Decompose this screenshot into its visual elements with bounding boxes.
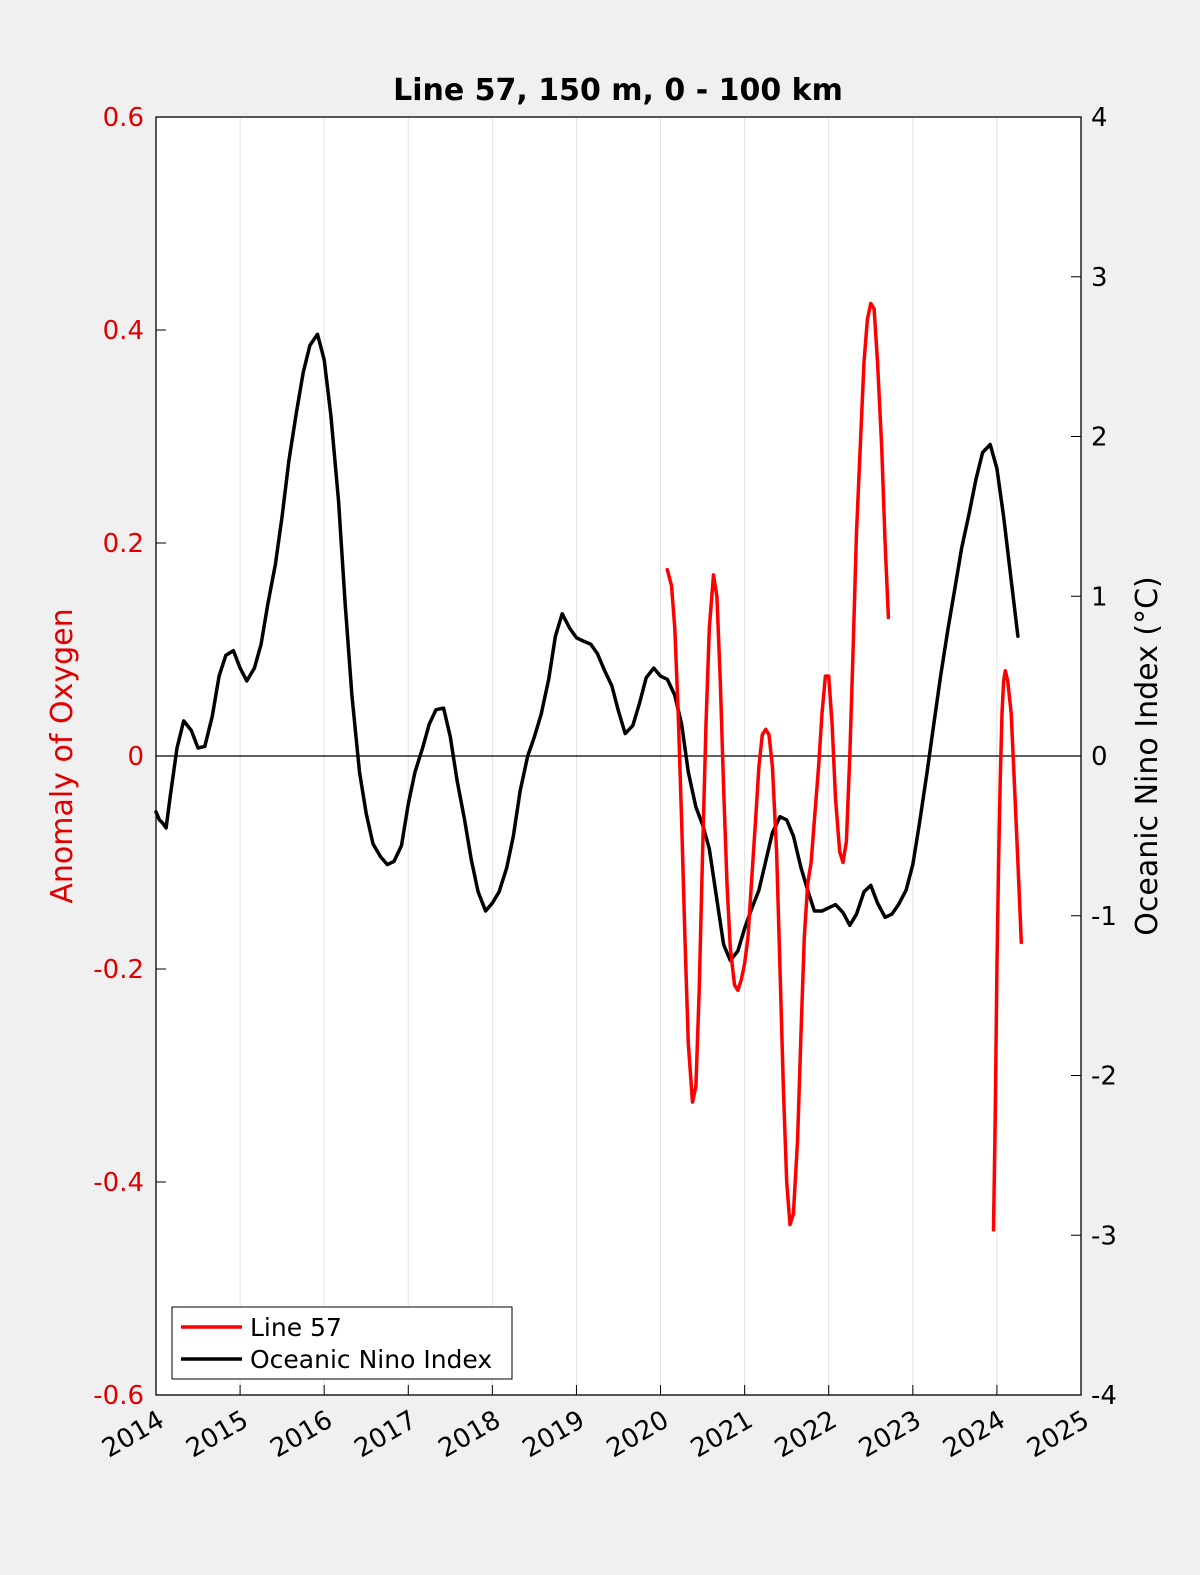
series-layer <box>154 301 1024 1232</box>
y-left-tick-label: 0.4 <box>103 316 144 346</box>
y-right-tick-label: 4 <box>1091 103 1108 133</box>
y-left-tick-label: 0.6 <box>103 103 144 133</box>
y-right-tick-label: 3 <box>1091 263 1108 293</box>
series-line-line-57-segment-1 <box>665 301 891 1227</box>
y-left-tick-label: -0.6 <box>93 1381 144 1411</box>
series-line-oceanic-nino-index <box>154 332 1020 963</box>
y-right-tick-label: -1 <box>1091 902 1117 932</box>
y-right-tick-label: -3 <box>1091 1221 1117 1251</box>
y-left-tick-label: -0.2 <box>93 955 144 985</box>
y-right-tick-label: -4 <box>1091 1381 1117 1411</box>
y-left-tick-label: 0.2 <box>103 529 144 559</box>
y-right-tick-label: 0 <box>1091 742 1108 772</box>
y-left-tick-label: -0.4 <box>93 1168 144 1198</box>
chart-title: Line 57, 150 m, 0 - 100 km <box>393 73 843 108</box>
y-axis-right-label: Oceanic Nino Index (°C) <box>1130 576 1165 936</box>
y-right-tick-label: 2 <box>1091 423 1108 453</box>
series-line-line-57-segment-2 <box>991 669 1024 1232</box>
y-left-tick-label: 0 <box>127 742 144 772</box>
y-right-tick-label: -2 <box>1091 1062 1117 1092</box>
ticks-layer <box>155 116 1082 1396</box>
legend-box <box>171 1306 513 1380</box>
y-axis-left-label: Anomaly of Oxygen <box>45 608 80 903</box>
legend-label-oni: Oceanic Nino Index <box>250 1345 492 1374</box>
y-right-tick-label: 1 <box>1091 582 1108 612</box>
legend-label-line57: Line 57 <box>250 1313 342 1342</box>
legend: Line 57 Oceanic Nino Index <box>171 1306 513 1380</box>
